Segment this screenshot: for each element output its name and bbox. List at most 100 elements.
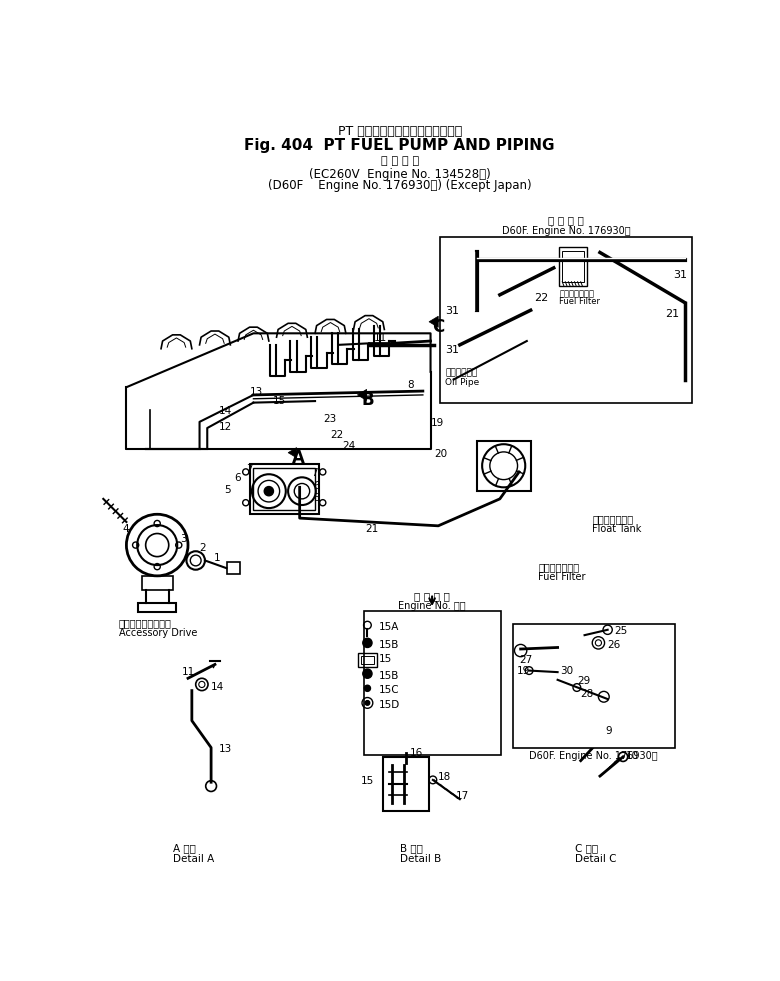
Text: 13: 13 (250, 387, 263, 397)
Text: D60F. Engine No. 176930～: D60F. Engine No. 176930～ (502, 226, 630, 235)
Text: 適 用 号 機: 適 用 号 機 (548, 216, 584, 226)
Text: 16: 16 (410, 748, 423, 757)
Text: PT フエルポンプおよびパイピング: PT フエルポンプおよびパイピング (338, 126, 462, 138)
Text: Fuel Filter: Fuel Filter (538, 572, 586, 582)
Text: 15: 15 (273, 396, 286, 406)
Text: 28: 28 (580, 689, 594, 699)
Bar (226, 562, 240, 574)
Text: Detail B: Detail B (399, 853, 441, 864)
Bar (361, 656, 374, 664)
Text: 15B: 15B (379, 640, 399, 649)
Text: 8: 8 (407, 380, 414, 389)
Text: 6: 6 (314, 481, 320, 491)
Text: 31: 31 (673, 270, 687, 281)
Text: 21: 21 (665, 309, 679, 319)
Text: Oil Pipe: Oil Pipe (445, 378, 480, 387)
Text: 31: 31 (445, 345, 459, 355)
Bar (250, 464, 319, 514)
Text: 7: 7 (311, 468, 317, 478)
Bar (363, 610, 501, 755)
Text: Fig. 404  PT FUEL PUMP AND PIPING: Fig. 404 PT FUEL PUMP AND PIPING (244, 137, 555, 153)
Bar (138, 602, 176, 612)
Bar (562, 251, 583, 282)
Text: 25: 25 (614, 626, 627, 636)
Bar (477, 441, 530, 491)
Text: 3: 3 (180, 534, 187, 543)
Text: 9: 9 (605, 726, 612, 736)
Text: 22: 22 (331, 430, 344, 439)
Text: (D60F    Engine No. 176930～) (Except Japan): (D60F Engine No. 176930～) (Except Japan) (268, 180, 531, 192)
Text: 15C: 15C (379, 685, 399, 696)
Text: A: A (292, 449, 305, 467)
Text: 1: 1 (214, 552, 220, 563)
Text: 適 用 号 機: 適 用 号 機 (381, 156, 419, 166)
Text: D60F. Engine No. 176930～: D60F. Engine No. 176930～ (530, 751, 658, 761)
Text: (EC260V  Engine No. 134528～): (EC260V Engine No. 134528～) (309, 168, 491, 181)
Text: 14: 14 (219, 406, 232, 417)
Text: 15D: 15D (379, 699, 400, 710)
Text: フエルフィルタ: フエルフィルタ (559, 289, 594, 298)
Text: Float Tank: Float Tank (592, 524, 642, 535)
Text: 14: 14 (211, 682, 225, 693)
Text: 7: 7 (246, 464, 253, 474)
Text: 13: 13 (219, 744, 232, 753)
Text: 21: 21 (365, 524, 378, 535)
Text: A 詳細: A 詳細 (172, 843, 196, 853)
Text: 24: 24 (342, 441, 355, 451)
Bar (142, 576, 172, 590)
Circle shape (365, 700, 370, 705)
Text: B: B (361, 391, 374, 409)
Text: アクセサリドライブ: アクセサリドライブ (119, 618, 172, 628)
Text: Detail C: Detail C (575, 853, 616, 864)
Text: B 詳細: B 詳細 (399, 843, 423, 853)
Text: 4: 4 (122, 524, 129, 535)
Circle shape (264, 487, 274, 495)
Circle shape (363, 669, 372, 678)
Text: 12: 12 (219, 422, 232, 432)
Text: 15: 15 (361, 776, 374, 787)
Text: 29: 29 (577, 676, 590, 686)
Text: 適 用 号 機: 適 用 号 機 (414, 592, 450, 601)
Text: 11: 11 (182, 667, 195, 677)
Bar (513, 624, 675, 748)
Polygon shape (357, 389, 367, 400)
Text: 27: 27 (519, 655, 532, 665)
Bar (383, 756, 429, 810)
Text: 26: 26 (608, 640, 621, 649)
Bar (440, 237, 693, 402)
Circle shape (364, 685, 370, 692)
Polygon shape (288, 447, 296, 458)
Text: 30: 30 (560, 666, 573, 676)
Text: Detail A: Detail A (172, 853, 214, 864)
Text: 19: 19 (431, 418, 444, 428)
Text: Fuel Filter: Fuel Filter (559, 297, 600, 306)
Text: 20: 20 (434, 449, 448, 459)
Text: Accessory Drive: Accessory Drive (119, 628, 197, 639)
Circle shape (363, 639, 372, 647)
Text: 5: 5 (224, 485, 231, 495)
Text: 18: 18 (438, 772, 452, 782)
Bar (559, 247, 587, 285)
Bar (358, 653, 377, 667)
Text: 6: 6 (234, 474, 241, 484)
Text: 15A: 15A (379, 622, 399, 632)
Text: 5: 5 (314, 493, 320, 503)
Polygon shape (429, 316, 438, 328)
Text: Engine No. ～～: Engine No. ～～ (399, 601, 466, 611)
Text: 17: 17 (456, 792, 470, 801)
Text: 15: 15 (379, 654, 392, 664)
Text: 2: 2 (200, 542, 206, 552)
Text: 15B: 15B (379, 671, 399, 681)
Text: C 詳細: C 詳細 (575, 843, 597, 853)
Text: 23: 23 (323, 414, 336, 424)
Text: 10: 10 (626, 751, 639, 761)
Text: 22: 22 (534, 293, 549, 303)
Text: 31: 31 (445, 306, 459, 316)
Bar (254, 468, 315, 510)
Text: C: C (432, 318, 445, 336)
Text: フロートタンク: フロートタンク (592, 514, 633, 524)
Text: フエルフィルタ: フエルフィルタ (538, 562, 580, 572)
Text: オイルパイプ: オイルパイプ (445, 368, 477, 377)
Text: 19: 19 (517, 666, 530, 676)
Text: 11: 11 (374, 334, 387, 343)
